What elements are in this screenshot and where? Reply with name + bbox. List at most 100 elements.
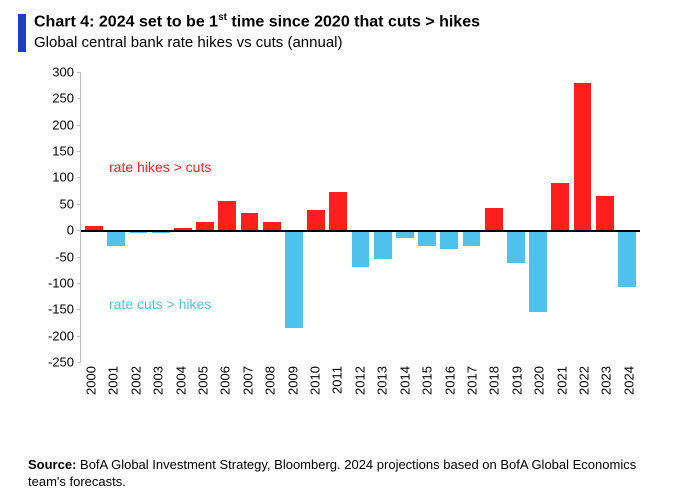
bar <box>463 230 481 246</box>
bar-slot <box>261 72 283 362</box>
y-tick-label: 50 <box>34 196 74 211</box>
source-label: Source: <box>28 457 76 472</box>
bar <box>485 208 503 230</box>
bar <box>529 230 547 312</box>
y-tick-label: 100 <box>34 170 74 185</box>
bar <box>551 183 569 230</box>
x-tick-label: 2024 <box>618 366 640 410</box>
bar <box>329 192 347 230</box>
x-tick-label: 2007 <box>237 366 259 410</box>
y-tick-label: 200 <box>34 117 74 132</box>
bar-slot <box>616 72 638 362</box>
zero-line <box>81 230 640 232</box>
bar <box>307 210 325 230</box>
x-tick-label: 2012 <box>349 366 371 410</box>
bar-slot <box>349 72 371 362</box>
bar-slot <box>416 72 438 362</box>
x-tick-label: 2022 <box>573 366 595 410</box>
x-tick-label: 2003 <box>147 366 169 410</box>
bar-slot <box>549 72 571 362</box>
bar-slot <box>127 72 149 362</box>
x-tick-label: 2001 <box>102 366 124 410</box>
bar-slot <box>594 72 616 362</box>
x-tick-label: 2010 <box>304 366 326 410</box>
x-tick-label: 2005 <box>192 366 214 410</box>
y-tick-label: -150 <box>34 302 74 317</box>
chart-title: Chart 4: 2024 set to be 1st time since 2… <box>34 12 663 32</box>
x-axis: 2000200120022003200420052006200720082009… <box>80 366 640 412</box>
x-tick-label: 2021 <box>551 366 573 410</box>
bar <box>418 230 436 246</box>
title-block: Chart 4: 2024 set to be 1st time since 2… <box>34 12 663 51</box>
chart-header: Chart 4: 2024 set to be 1st time since 2… <box>18 12 663 52</box>
bar-slot <box>283 72 305 362</box>
bar <box>374 230 392 259</box>
chart-area: 300250200150100500-50-100-150-200-250 ra… <box>36 72 646 412</box>
title-sup: st <box>218 12 227 23</box>
y-tick-mark <box>77 283 81 284</box>
header-accent-bar <box>18 14 26 52</box>
bar <box>263 222 281 230</box>
x-tick-label: 2011 <box>326 366 348 410</box>
y-tick-label: -100 <box>34 275 74 290</box>
bar-slot <box>172 72 194 362</box>
bar-slot <box>327 72 349 362</box>
y-tick-label: 250 <box>34 91 74 106</box>
bar <box>285 230 303 328</box>
y-tick-label: 0 <box>34 223 74 238</box>
chart-annotation: rate cuts > hikes <box>109 296 211 312</box>
title-suffix: time since 2020 that cuts > hikes <box>227 13 480 30</box>
y-tick-mark <box>77 72 81 73</box>
bar <box>241 213 259 230</box>
y-tick-mark <box>77 362 81 363</box>
y-tick-label: -50 <box>34 249 74 264</box>
x-tick-label: 2019 <box>506 366 528 410</box>
bar-slot <box>394 72 416 362</box>
bar <box>196 222 214 230</box>
bar <box>440 230 458 248</box>
bar-slot <box>483 72 505 362</box>
x-tick-label: 2016 <box>439 366 461 410</box>
y-tick-label: 300 <box>34 65 74 80</box>
bar <box>218 201 236 230</box>
x-tick-label: 2002 <box>125 366 147 410</box>
source-text: BofA Global Investment Strategy, Bloombe… <box>28 457 636 490</box>
bar-slot <box>505 72 527 362</box>
bar <box>352 230 370 267</box>
chart-annotation: rate hikes > cuts <box>109 159 211 175</box>
bar <box>596 196 614 230</box>
bar-slot <box>372 72 394 362</box>
x-tick-label: 2000 <box>80 366 102 410</box>
y-tick-mark <box>77 204 81 205</box>
bar-slot <box>527 72 549 362</box>
x-tick-label: 2014 <box>394 366 416 410</box>
x-tick-label: 2023 <box>595 366 617 410</box>
x-tick-label: 2008 <box>259 366 281 410</box>
bar-slot <box>105 72 127 362</box>
x-tick-label: 2020 <box>528 366 550 410</box>
y-tick-mark <box>77 336 81 337</box>
y-tick-label: -250 <box>34 355 74 370</box>
bar-slot <box>238 72 260 362</box>
bar-slot <box>216 72 238 362</box>
bar-slot <box>150 72 172 362</box>
source-note: Source: BofA Global Investment Strategy,… <box>28 456 653 491</box>
x-tick-label: 2004 <box>170 366 192 410</box>
y-axis: 300250200150100500-50-100-150-200-250 <box>36 72 78 362</box>
y-tick-mark <box>77 151 81 152</box>
bar <box>574 83 592 231</box>
x-tick-label: 2009 <box>282 366 304 410</box>
bar-container <box>81 72 640 362</box>
bar <box>507 230 525 263</box>
x-tick-label: 2018 <box>483 366 505 410</box>
y-tick-mark <box>77 257 81 258</box>
bar-slot <box>460 72 482 362</box>
bar-slot <box>194 72 216 362</box>
y-tick-mark <box>77 177 81 178</box>
y-tick-mark <box>77 98 81 99</box>
bar-slot <box>571 72 593 362</box>
y-tick-label: -200 <box>34 328 74 343</box>
y-tick-mark <box>77 309 81 310</box>
bar-slot <box>305 72 327 362</box>
plot-area: rate hikes > cuts rate cuts > hikes <box>80 72 640 362</box>
